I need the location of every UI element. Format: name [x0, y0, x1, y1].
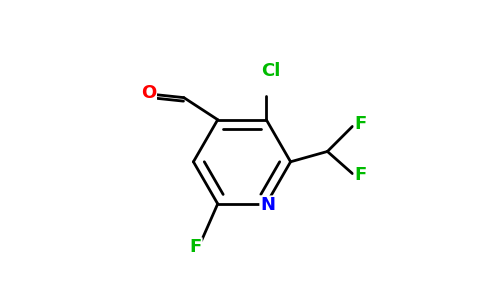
Text: F: F	[190, 238, 202, 256]
Text: F: F	[355, 115, 367, 133]
Text: Cl: Cl	[261, 62, 280, 80]
Text: O: O	[141, 84, 156, 102]
Text: F: F	[355, 166, 367, 184]
Text: N: N	[260, 196, 275, 214]
